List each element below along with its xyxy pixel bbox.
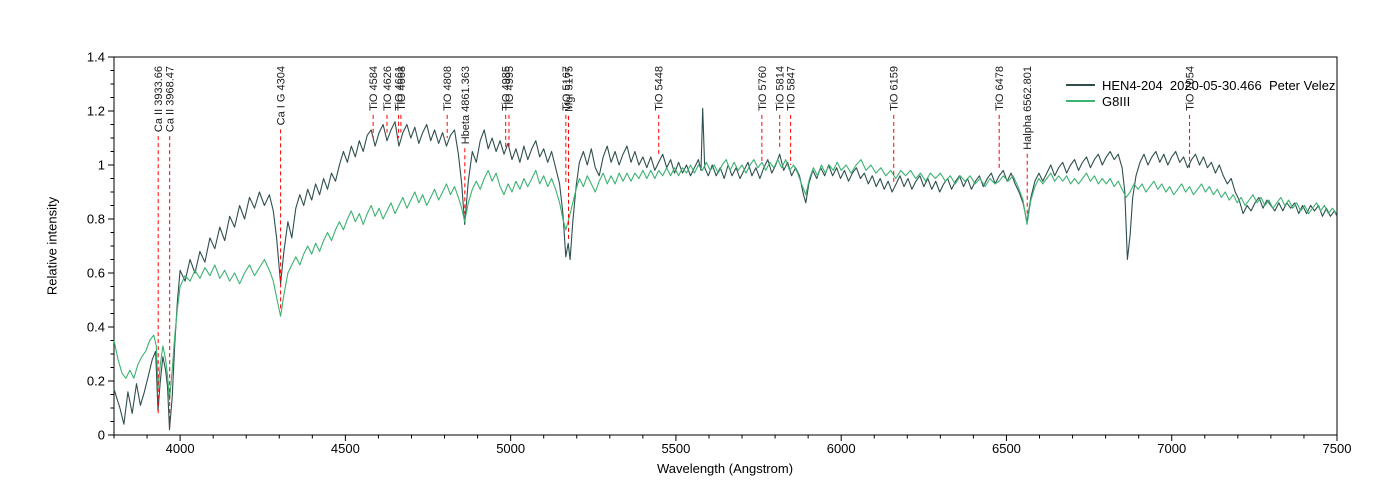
spectral-line-label: Halpha 6562.801 [1022,66,1034,150]
x-tick-label: 6500 [992,441,1021,456]
spectrum-curve-0 [113,107,1338,431]
legend-item-reference-spectrum: G8III [1066,93,1335,109]
y-tick-label: 0.8 [87,212,105,227]
y-tick-label: 0.6 [87,266,105,281]
spectral-line-label: TiO 4995 [504,66,516,111]
legend: HEN4-204 2020-05-30.466 Peter Velez G8II… [1066,77,1335,109]
y-tick-label: 1.4 [87,50,105,65]
y-axis-title: Relative intensity [44,196,60,296]
y-tick-label: 0 [98,428,105,443]
x-axis-ticks [113,435,1338,441]
spectrum-curve-1 [113,159,1337,401]
spectral-line-label: TiO 5167 [561,66,573,111]
spectral-line-label: Ca II 3933.66 [153,66,165,132]
spectral-line-label: TiO 5814 [775,66,787,111]
spectral-line-label: TiO 4985 [501,66,513,111]
spectral-line-annotations: Ca II 3933.66 Ca II 3968.47 Ca I G 4304 TiO… [153,66,1197,427]
x-tick-label: 5000 [496,441,525,456]
spectral-line-label: Ca II 3968.47 [165,66,177,132]
y-axis-ticks [108,56,114,436]
legend-label-target: HEN4-204 2020-05-30.466 Peter Velez [1102,77,1336,93]
legend-line-swatch-target [1066,84,1095,86]
y-tick-label: 0.2 [87,374,105,389]
x-tick-label: 5500 [661,441,690,456]
x-tick-label: 7500 [1323,441,1352,456]
spectral-line-label: TiO 4661 [394,66,406,111]
x-tick-label: 7000 [1157,441,1186,456]
x-tick-label: 4500 [331,441,360,456]
spectral-line-label: TiO 5760 [757,66,769,111]
y-tick-label: 1 [98,158,105,173]
spectral-line-label: TiO 4808 [442,66,454,111]
legend-label-reference: G8III [1102,93,1131,109]
spectral-line-label: TiO 6478 [994,66,1006,111]
spectral-line-label: TiO 5847 [786,66,798,111]
spectral-line-label: Hbeta 4861.363 [460,66,472,144]
legend-line-swatch-reference [1066,100,1095,102]
x-axis-title: Wavelength (Angstrom) [656,461,794,476]
x-tick-label: 6000 [827,441,856,456]
spectral-line-label: TiO 4584 [368,66,380,111]
legend-item-target-spectrum: HEN4-204 2020-05-30.466 Peter Velez [1066,77,1335,93]
spectral-line-label: Ca I G 4304 [276,66,288,125]
x-tick-label: 4000 [166,441,195,456]
spectral-line-label: TiO 4626 [382,66,394,111]
spectral-line-label: TiO 4668 [396,66,408,111]
plot-frame [113,56,1338,436]
y-tick-label: 1.2 [87,104,105,119]
spectral-line-label: TiO 7054 [1185,66,1197,111]
spectral-line-label: TiO 6159 [889,66,901,111]
spectral-line-label: TiO 5448 [654,66,666,111]
y-tick-label: 0.4 [87,320,105,335]
spectral-line-label: MgI 5175 [563,66,575,112]
